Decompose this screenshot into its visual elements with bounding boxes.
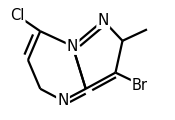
Text: N: N (98, 13, 109, 28)
Text: Br: Br (132, 78, 148, 93)
Text: N: N (67, 39, 78, 54)
Text: N: N (57, 93, 69, 108)
Text: Cl: Cl (10, 8, 24, 23)
